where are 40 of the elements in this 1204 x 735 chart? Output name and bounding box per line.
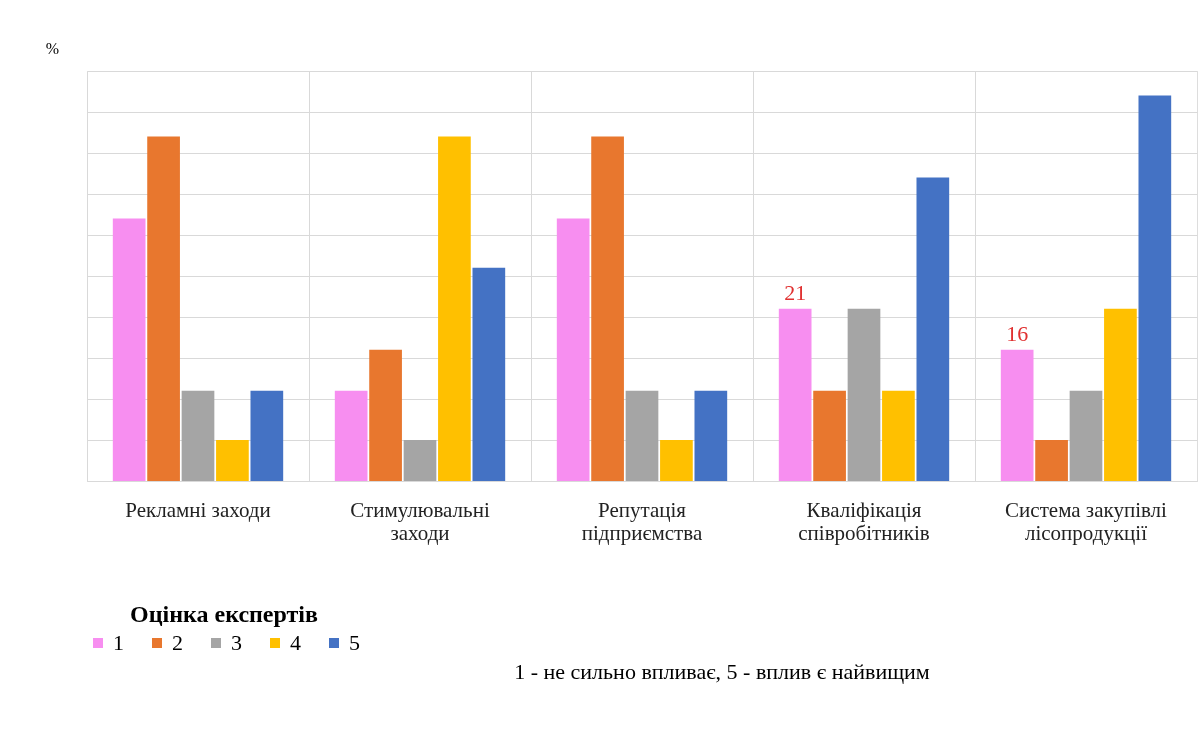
legend-label: 5 bbox=[349, 630, 360, 655]
x-tick-label: Система закупівлі лісопродукції bbox=[1005, 497, 1168, 545]
bar bbox=[1069, 390, 1103, 481]
bar bbox=[625, 390, 659, 481]
text: 1 - не сильно впливає, 5 - вплив є найвищим bbox=[514, 659, 930, 684]
bar bbox=[882, 390, 915, 481]
bar bbox=[216, 440, 249, 481]
x-tick-label: Стимулювальні заходи bbox=[350, 497, 490, 545]
bar bbox=[147, 136, 180, 481]
data-label: 21 bbox=[784, 279, 807, 305]
bar bbox=[250, 390, 284, 481]
bar bbox=[112, 218, 146, 481]
y-axis-title: % bbox=[45, 39, 60, 57]
legend-title: Оцінка експертів bbox=[130, 601, 318, 627]
bar bbox=[369, 349, 402, 481]
bar bbox=[1104, 308, 1137, 481]
x-tick-label: Рекламні заходи bbox=[125, 497, 271, 522]
bar bbox=[1000, 349, 1034, 481]
bar bbox=[472, 267, 506, 481]
bar bbox=[778, 308, 812, 481]
bar bbox=[1138, 95, 1172, 481]
x-tick-label: Кваліфікація співробітників bbox=[798, 497, 930, 545]
bar bbox=[334, 390, 368, 481]
bar bbox=[694, 390, 728, 481]
bar bbox=[813, 390, 846, 481]
bar bbox=[556, 218, 590, 481]
bar bbox=[916, 177, 950, 481]
bar bbox=[403, 440, 437, 481]
bar bbox=[847, 308, 881, 481]
legend-label: 3 bbox=[231, 630, 242, 655]
legend-label: 4 bbox=[290, 630, 301, 655]
data-label: 16 bbox=[1006, 320, 1029, 346]
bar bbox=[591, 136, 624, 481]
bar bbox=[660, 440, 693, 481]
bar bbox=[181, 390, 215, 481]
x-tick-label: Репутація підприємства bbox=[581, 497, 703, 545]
bar bbox=[1035, 440, 1068, 481]
legend-label: 2 bbox=[172, 630, 183, 655]
bar bbox=[438, 136, 471, 481]
legend-label: 1 bbox=[113, 630, 124, 655]
